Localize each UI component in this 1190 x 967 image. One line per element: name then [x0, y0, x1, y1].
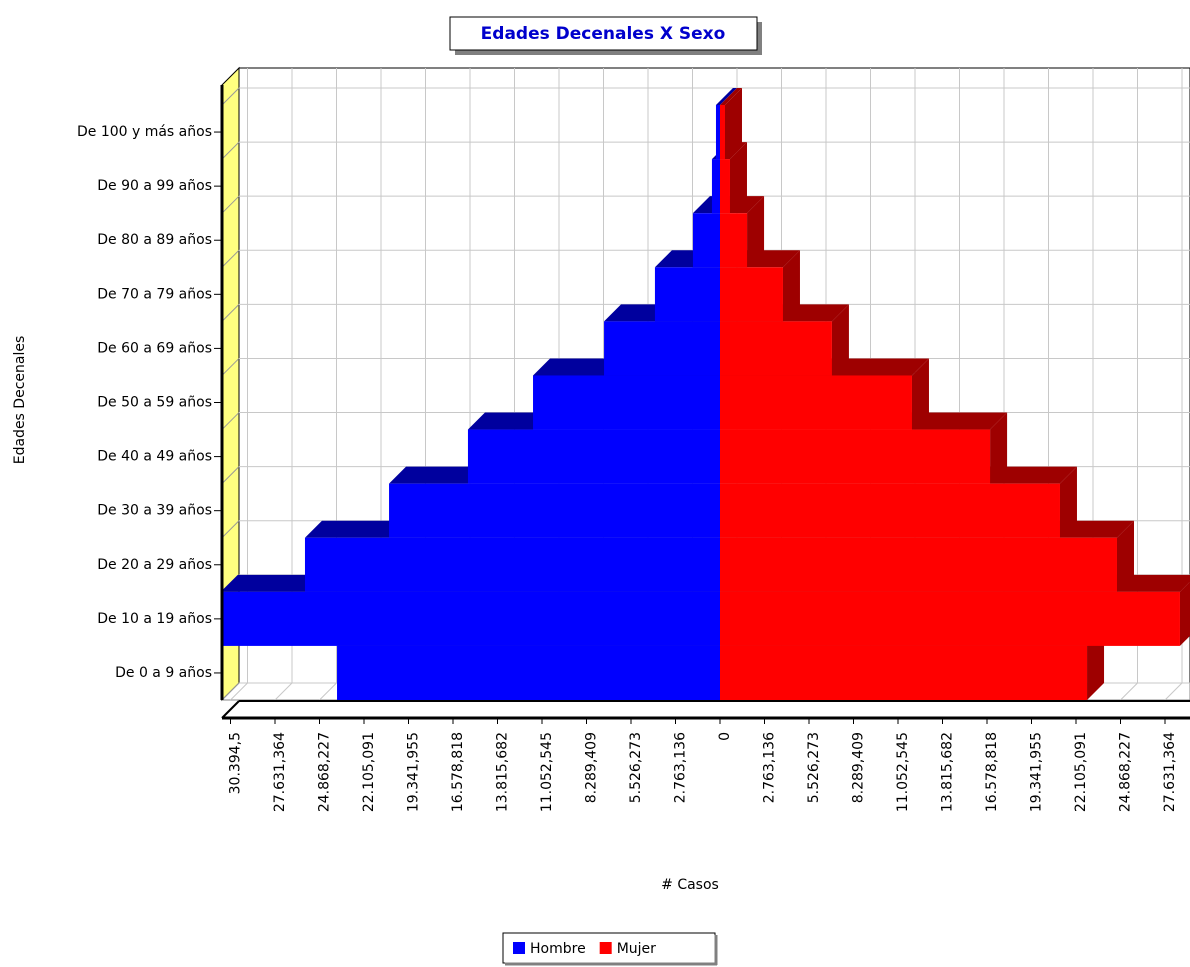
bar [533, 375, 721, 430]
legend-swatch [599, 942, 612, 954]
x-tick-label: 24.868,227 [316, 732, 332, 812]
bar [720, 267, 783, 322]
bar-side [1087, 628, 1105, 700]
bar-side [747, 196, 765, 268]
x-tick-label: 2.763,136 [673, 732, 689, 803]
bar [222, 591, 721, 646]
bar-side [1116, 520, 1134, 592]
legend-swatch [513, 942, 525, 954]
x-tick-label: 2.763,136 [762, 732, 778, 803]
floor-grid-line [1164, 682, 1183, 701]
x-tick-label: 8.289,409 [584, 732, 600, 803]
bar [720, 375, 912, 430]
y-axis-title: Edades Decenales [12, 336, 28, 465]
legend: Hombre Mujer [502, 932, 718, 966]
y-tick-label: De 90 a 99 años [97, 178, 212, 194]
x-tick-label: 5.526,273 [628, 732, 644, 803]
floor-grid-line [1120, 682, 1138, 701]
x-tick-label: 24.868,227 [1118, 732, 1134, 812]
bar [715, 105, 721, 160]
y-tick-label: De 20 a 29 años [97, 557, 212, 573]
x-tick-label: 22.105,091 [1073, 732, 1089, 812]
floor-grid-line [319, 682, 337, 701]
x-tick-label: 8.289,409 [851, 732, 867, 803]
bar-top [720, 88, 742, 105]
y-tick-label: De 40 a 49 años [97, 449, 212, 465]
bar [720, 321, 832, 376]
x-tick-label: 22.105,091 [361, 732, 377, 812]
wall-grid-line [221, 249, 240, 268]
x-tick-label: 5.526,273 [806, 732, 822, 803]
x-tick-label: 19.341,955 [1029, 732, 1045, 812]
wall-grid-line [221, 87, 240, 106]
bar-side [990, 412, 1008, 484]
y-tick-label: De 70 a 79 años [97, 286, 212, 302]
x-tick-label: 11.052,545 [539, 732, 555, 812]
bar-top [715, 88, 738, 105]
wall-grid-line [221, 466, 240, 484]
y-tick-label: De 60 a 69 años [97, 340, 212, 356]
wall-grid-line [221, 682, 240, 701]
bar [720, 213, 748, 268]
bar-side [831, 304, 849, 376]
y-tick-label: De 100 y más años [77, 124, 212, 140]
wall-grid-line [221, 520, 240, 539]
x-axis-title: # Casos [661, 877, 719, 893]
bar-side [1179, 581, 1190, 646]
wall-grid-line [221, 412, 240, 430]
bar [711, 159, 721, 214]
bar [654, 267, 721, 322]
y-tick-label: De 50 a 59 años [97, 395, 212, 411]
bar [720, 537, 1117, 592]
bars [222, 88, 1190, 700]
x-axis-depth [221, 700, 240, 719]
plot: 30.394,5 27.631,364 24.868,227 22.105,091 19… [77, 66, 1190, 812]
wall-grid-line [221, 141, 240, 160]
bar-side [724, 88, 742, 160]
bar [389, 483, 721, 538]
bar [337, 645, 721, 700]
legend-label: Hombre [530, 941, 586, 957]
x-tick-label: 16.578,818 [450, 732, 466, 812]
wall-grid-line [221, 304, 240, 322]
x-tick-label: 13.815,682 [494, 732, 510, 812]
chart-title: Edades Decenales X Sexo [481, 24, 726, 44]
bar [720, 159, 730, 214]
bar [720, 591, 1180, 646]
wall-grid-line [221, 358, 240, 376]
x-tick-label: 19.341,955 [405, 732, 421, 812]
legend-label: Mujer [617, 941, 656, 957]
bar-side [782, 250, 800, 322]
bar [720, 645, 1088, 700]
bar [720, 483, 1060, 538]
y-tick-label: De 0 a 9 años [115, 665, 212, 681]
bar [604, 321, 721, 376]
x-tick-label: 27.631,364 [1162, 732, 1178, 812]
bar [720, 429, 991, 484]
wall-grid-line [221, 195, 240, 214]
floor-grid-line [274, 682, 293, 701]
y-tick-label: De 10 a 19 años [97, 611, 212, 627]
x-tick-label: 16.578,818 [984, 732, 1000, 812]
floor-grid-line [230, 682, 248, 701]
bar [304, 537, 721, 592]
bar-side [1059, 466, 1077, 538]
bar-side [911, 358, 929, 430]
x-tick-label: 27.631,364 [272, 732, 288, 812]
y-tick-label: De 80 a 89 años [97, 232, 212, 248]
y-tick-label: De 30 a 39 años [97, 503, 212, 519]
bar [467, 429, 721, 484]
title-box [449, 16, 758, 51]
bar-side [729, 142, 747, 214]
bar [720, 105, 725, 160]
x-tick-label: 11.052,545 [895, 732, 911, 812]
x-tick-label: 30.394,5 [227, 732, 243, 794]
x-tick-label: 13.815,682 [940, 732, 956, 812]
bar [692, 213, 721, 268]
x-tick-label: 0 [717, 732, 733, 741]
